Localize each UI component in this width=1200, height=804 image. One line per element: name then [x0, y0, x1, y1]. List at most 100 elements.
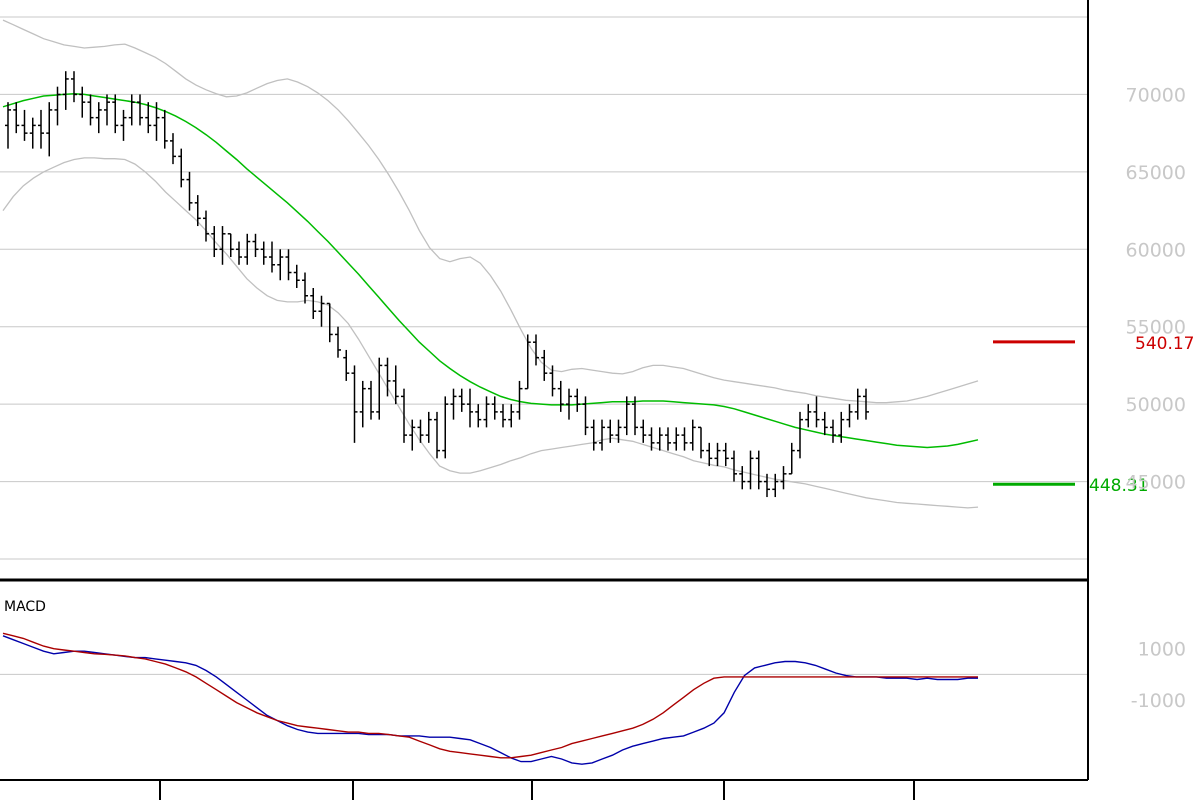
- ohlc-bar: [706, 442, 713, 467]
- ohlc-bar: [236, 241, 242, 265]
- ohlc-bar: [797, 411, 803, 459]
- ohlc-bar: [326, 302, 333, 343]
- ohlc-bar: [161, 109, 168, 149]
- ohlc-bar: [739, 466, 746, 490]
- ohlc-bar: [277, 249, 284, 281]
- ohlc-bar: [764, 473, 770, 498]
- macd-line: [2, 635, 978, 765]
- ohlc-bar: [500, 404, 506, 428]
- ohlc-bars: [5, 71, 869, 498]
- ohlc-bar: [178, 148, 185, 188]
- ohlc-bar: [384, 357, 391, 397]
- ohlc-bar: [656, 427, 663, 451]
- price-level-label: 448.31: [1089, 476, 1148, 496]
- ohlc-bar: [516, 380, 523, 420]
- ohlc-bar: [62, 71, 69, 110]
- ohlc-bar: [194, 195, 201, 227]
- ohlc-bar: [252, 233, 259, 258]
- ohlc-bar: [467, 388, 473, 428]
- ohlc-bar: [211, 226, 218, 258]
- ohlc-bar: [863, 388, 869, 420]
- price-axis-labels: 45000 50000 55000 60000 65000 70000: [1126, 84, 1186, 493]
- ohlc-bar: [755, 450, 762, 490]
- ohlc-bar: [351, 365, 358, 443]
- ohlc-bar: [13, 102, 20, 134]
- ohlc-bar: [541, 349, 548, 381]
- ohlc-bar: [632, 396, 638, 436]
- ohlc-bar: [714, 442, 721, 467]
- ohlc-bar: [112, 94, 119, 134]
- ohlc-bar: [772, 473, 779, 498]
- ohlc-bar: [475, 404, 482, 428]
- ohlc-bar: [95, 102, 102, 134]
- ohlc-bar: [442, 396, 449, 459]
- ohlc-bar: [170, 133, 176, 165]
- lower-band-line: [2, 157, 979, 509]
- ohlc-bar: [318, 295, 325, 327]
- ohlc-bar: [425, 411, 432, 443]
- ohlc-bar: [557, 380, 564, 412]
- ohlc-bar: [508, 404, 515, 428]
- ohlc-bar: [599, 419, 605, 451]
- ohlc-bar: [854, 388, 861, 420]
- ohlc-bar: [590, 419, 597, 451]
- upper-band-line: [2, 19, 979, 404]
- ohlc-bar: [640, 419, 647, 443]
- ohlc-bar: [38, 109, 44, 149]
- ohlc-bar: [566, 388, 572, 420]
- ohlc-bar: [219, 226, 226, 265]
- ohlc-bar: [186, 171, 193, 211]
- ohlc-bar: [673, 427, 680, 451]
- ohlc-bar: [838, 411, 845, 443]
- ohlc-bar: [417, 419, 424, 443]
- ohlc-bar: [615, 419, 622, 443]
- ohlc-bar: [722, 442, 729, 467]
- ohlc-bar: [359, 380, 366, 428]
- ohlc-bar: [244, 233, 251, 265]
- chart-frame: [0, 0, 1089, 781]
- ohlc-bar: [128, 94, 135, 126]
- ohlc-bar: [549, 365, 556, 397]
- ohlc-bar: [137, 94, 143, 126]
- ohlc-bar: [203, 210, 209, 242]
- ohlc-bar: [788, 442, 795, 475]
- ohlc-bar: [665, 427, 671, 451]
- ohlc-bar: [54, 86, 61, 126]
- ohlc-bar: [483, 396, 490, 428]
- ohlc-bar: [293, 264, 300, 288]
- ohlc-bar: [5, 102, 11, 149]
- ohlc-bar: [227, 233, 234, 258]
- ohlc-bar: [846, 404, 853, 428]
- ohlc-bar: [310, 288, 317, 319]
- price-level-label: 540.17: [1135, 334, 1194, 354]
- price-tick-label: 70000: [1126, 84, 1186, 106]
- ohlc-bar: [731, 450, 737, 482]
- price-tick-label: 65000: [1126, 162, 1186, 184]
- ohlc-bar: [623, 396, 630, 436]
- ohlc-bar: [830, 419, 836, 443]
- ohlc-bar: [46, 102, 53, 157]
- ohlc-bar: [821, 411, 828, 436]
- ohlc-bar: [401, 388, 407, 443]
- ohlc-bar: [409, 419, 416, 451]
- ohlc-bar: [450, 388, 457, 420]
- ohlc-bar: [458, 388, 465, 412]
- ohlc-bar: [582, 396, 589, 436]
- ohlc-bar: [491, 396, 498, 420]
- ohlc-bar: [87, 94, 94, 126]
- ohlc-bar: [343, 349, 350, 381]
- ohlc-bar: [747, 450, 754, 490]
- ohlc-bar: [285, 249, 292, 281]
- macd-tick-label: 1000: [1138, 639, 1186, 661]
- ohlc-bar: [574, 388, 581, 412]
- ohlc-bar: [153, 102, 160, 141]
- ohlc-bar: [269, 241, 275, 273]
- price-tick-label: 45000: [1126, 472, 1186, 494]
- x-axis-ticks: [159, 780, 915, 800]
- ohlc-bar: [813, 396, 820, 428]
- ohlc-bar: [71, 71, 77, 103]
- price-tick-label: 50000: [1126, 394, 1186, 416]
- ohlc-bar: [368, 380, 374, 420]
